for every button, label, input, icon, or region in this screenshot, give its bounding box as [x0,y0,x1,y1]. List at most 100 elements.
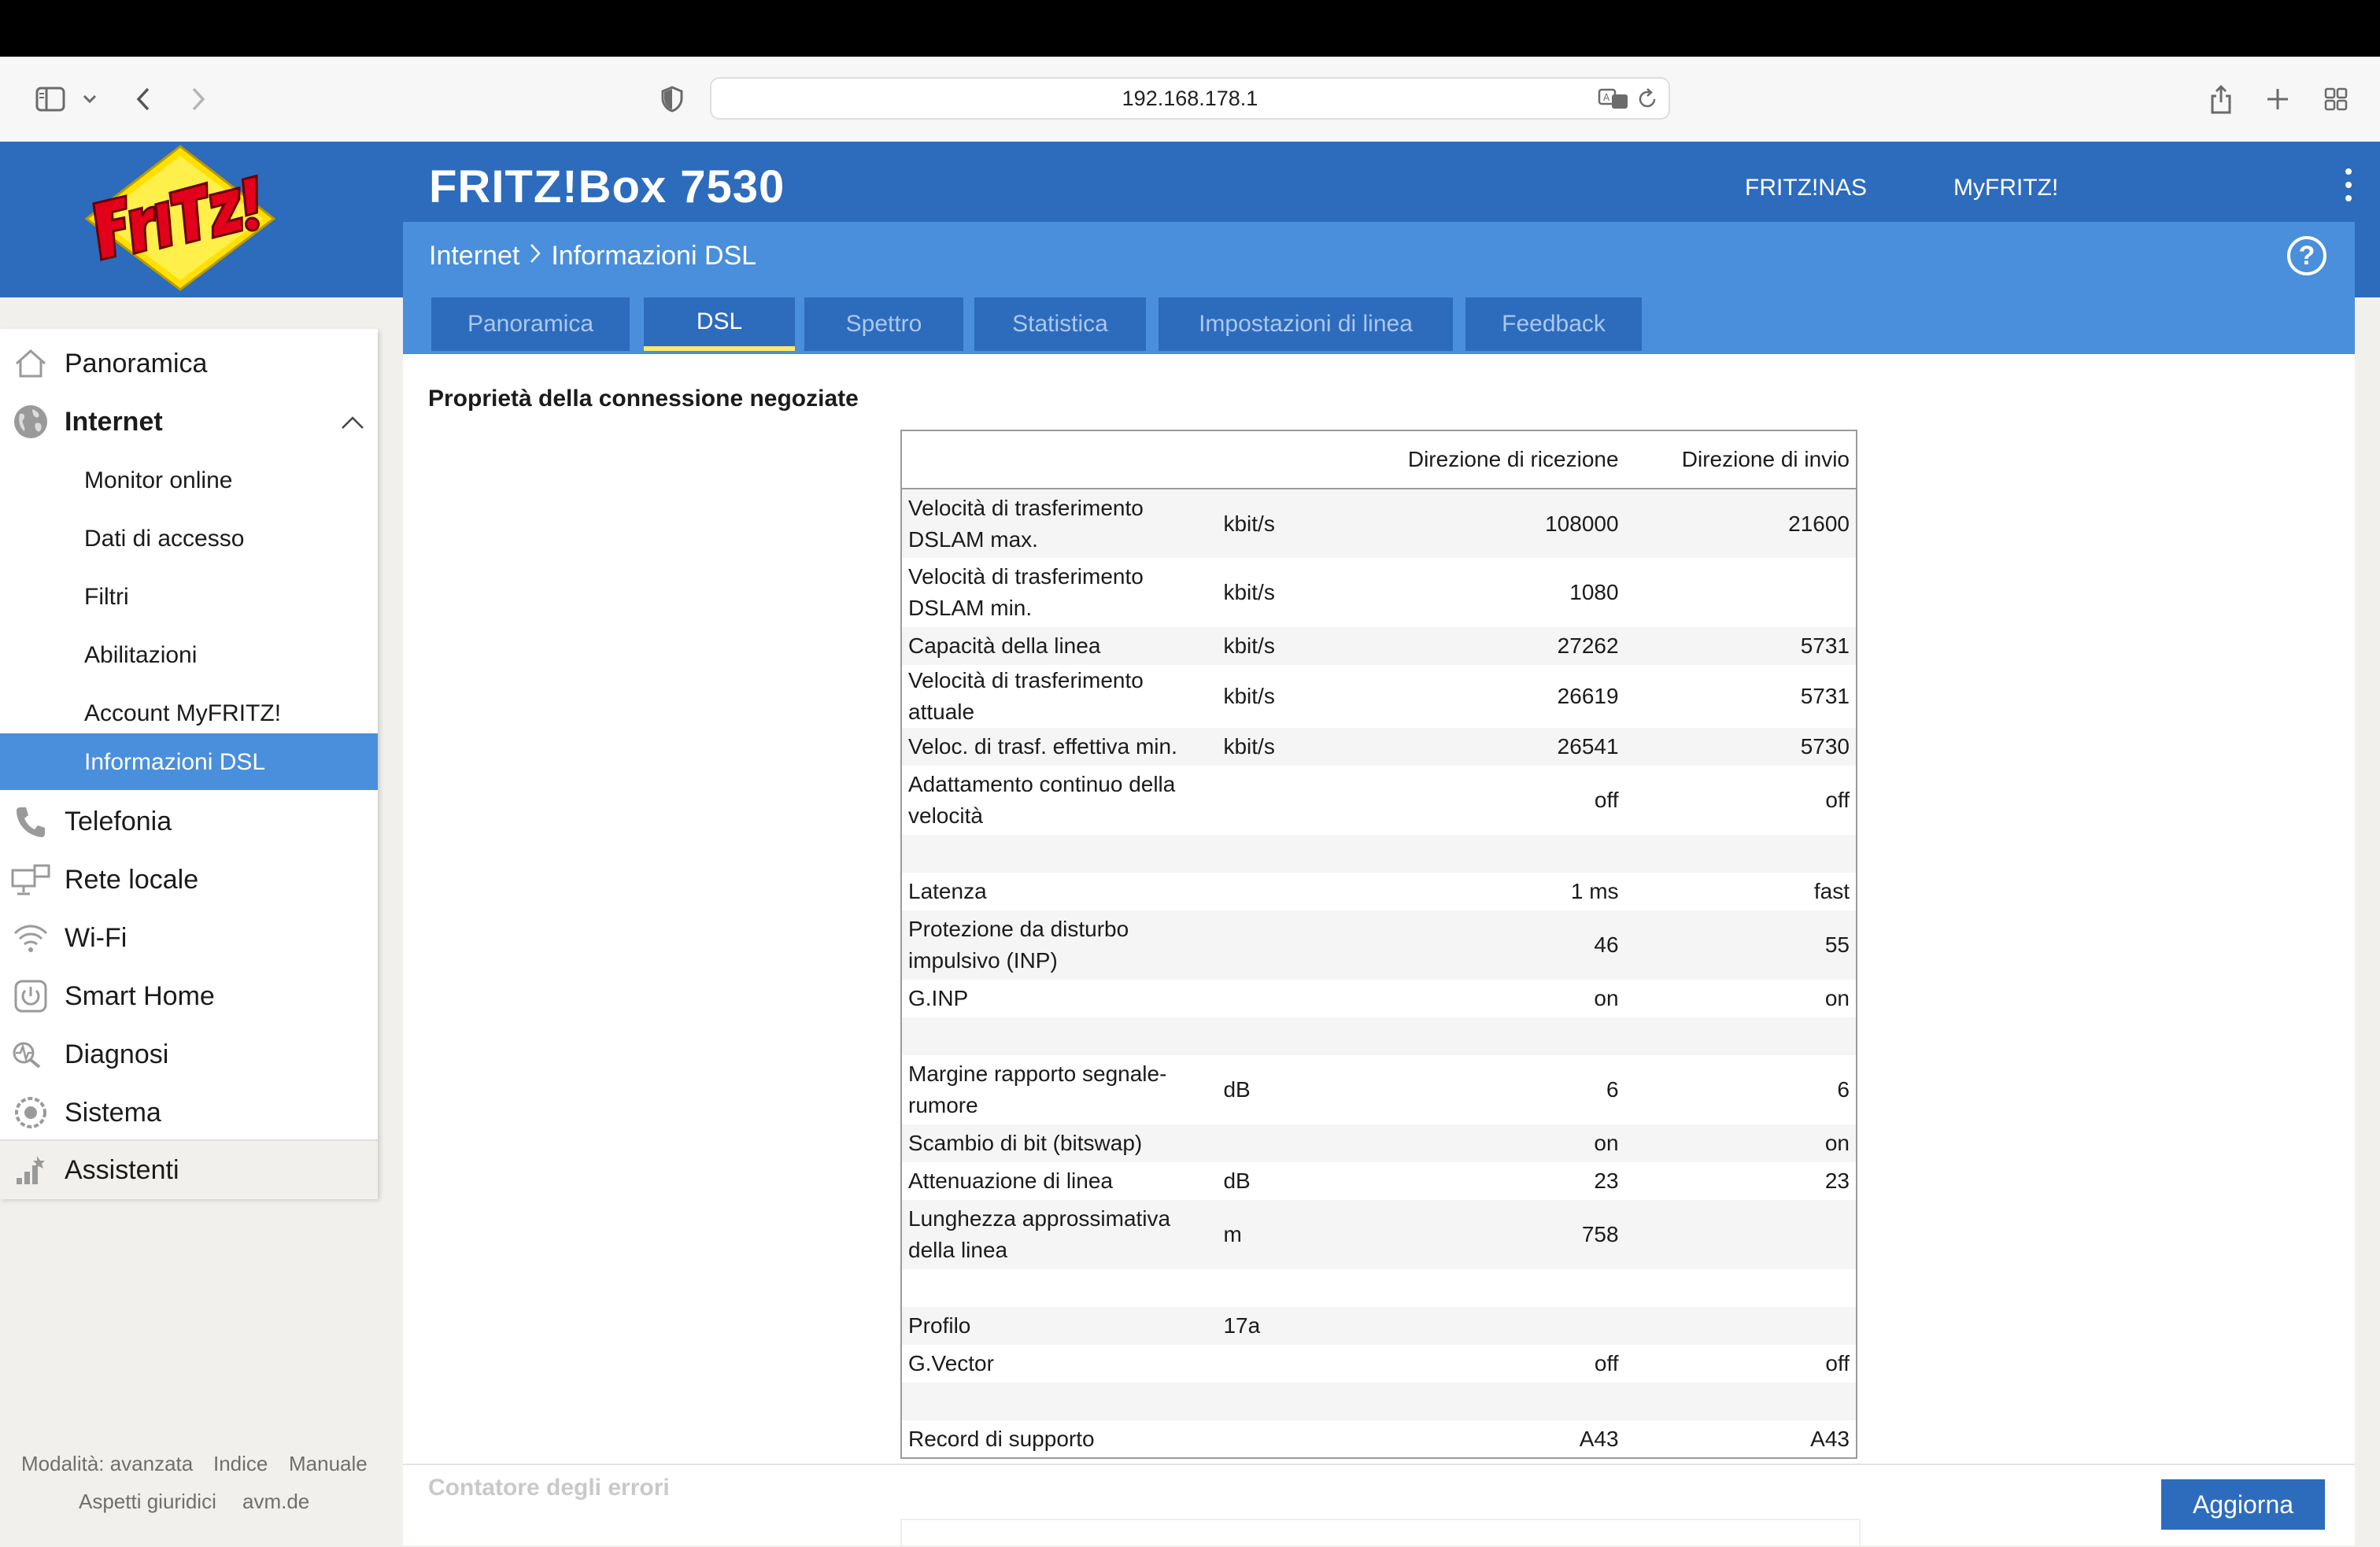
tab-panoramica[interactable]: Panoramica [431,297,630,351]
footer-mode-link[interactable]: Modalità: avanzata [21,1452,194,1475]
row-label: Attenuazione di linea [908,1169,1113,1193]
table-row: Capacità della linea kbit/s 27262 5731 [901,627,1857,665]
new-tab-icon[interactable] [2260,57,2295,142]
chevron-up-icon[interactable] [340,407,365,438]
forward-icon[interactable] [181,57,216,142]
breadcrumb: Internet Informazioni DSL [429,241,756,271]
sidebar-subitem-label: Account MyFRITZ! [84,700,282,726]
sidebar-item-smart-home[interactable]: Smart Home [0,968,378,1025]
header-label-cell [901,430,1218,489]
header-unit-cell [1217,430,1321,489]
row-label: Velocità di trasferimento attuale [908,668,1144,724]
share-icon[interactable] [2204,57,2238,142]
row-label: G.Vector [908,1351,994,1375]
footer-avm-link[interactable]: avm.de [242,1490,310,1513]
help-icon[interactable]: ? [2287,236,2326,275]
row-unit: dB [1223,1169,1251,1193]
row-unit [1217,873,1321,910]
sidebar-item-assistenti[interactable]: Assistenti [0,1139,378,1199]
table-row: Adattamento continuo della velocità off of… [901,766,1857,835]
errors-table-partial [900,1519,1861,1547]
sidebar-item-telefonia[interactable]: Telefonia [0,793,378,850]
table-row: Record di supporto A43 A43 [901,1420,1857,1458]
tab-dsl[interactable]: DSL [644,297,795,351]
sidebar-subitem-label: Informazioni DSL [84,749,266,775]
header-link-myfritz[interactable]: MyFRITZ! [1953,175,2059,201]
sidebar-item-label: Wi-Fi [65,922,128,953]
table-row: Margine rapporto segnale-rumore dB 6 6 [901,1055,1857,1124]
row-label: Capacità della linea [908,633,1101,658]
row-label: G.INP [908,986,969,1010]
tab-feedback[interactable]: Feedback [1465,297,1642,351]
sidebar-subitem-filtri[interactable]: Filtri [0,568,378,625]
row-label: Veloc. di trasf. effettiva min. [908,734,1177,759]
sidebar-subitem-monitor-online[interactable]: Monitor online [0,452,378,508]
sidebar-item-rete-locale[interactable]: Rete locale [0,851,378,908]
sidebar-subitem-dati-di-accesso[interactable]: Dati di accesso [0,510,378,567]
row-down: off [1594,1351,1619,1375]
row-down: 1080 [1569,580,1619,604]
row-up: A43 [1810,1426,1850,1451]
refresh-button[interactable]: Aggiorna [2161,1479,2325,1530]
sidebar-item-diagnosi[interactable]: Diagnosi [0,1026,378,1083]
row-down: 758 [1581,1222,1619,1246]
chevron-right-icon [529,241,541,271]
table-row: Attenuazione di linea dB 23 23 [901,1162,1857,1200]
table-row: Protezione da disturbo impulsivo (INP) 46… [901,910,1857,980]
sidebar-subitem-label: Monitor online [84,467,233,493]
tab-overview-icon[interactable] [2319,57,2353,142]
address-bar[interactable]: 192.168.178.1 A [710,77,1670,120]
sidebar-item-wifi[interactable]: Wi-Fi [0,910,378,966]
tab-statistica[interactable]: Statistica [974,297,1146,351]
row-up [1625,1200,1857,1269]
reload-icon[interactable] [1637,88,1658,116]
sidebar-item-sistema[interactable]: Sistema [0,1084,378,1141]
sidebar-subitem-label: Filtri [84,584,129,610]
table-spacer-row [901,1269,1857,1307]
tab-label: Panoramica [467,311,594,337]
table-row: G.INP on on [901,980,1857,1017]
sidebar-item-label: Internet [65,406,163,437]
footer-legal-link[interactable]: Aspetti giuridici [79,1490,216,1513]
table-spacer-row [901,1383,1857,1420]
sidebar-item-label: Rete locale [65,864,199,895]
row-label: Velocità di trasferimento DSLAM max. [908,495,1144,552]
breadcrumb-current: Informazioni DSL [551,241,757,271]
row-label: Scambio di bit (bitswap) [908,1131,1143,1155]
sidebar-item-panoramica[interactable]: Panoramica [0,335,378,392]
footer-index-link[interactable]: Indice [213,1452,268,1475]
row-up: off [1825,1351,1850,1375]
sidebar-toggle-icon[interactable] [28,57,72,142]
dsl-properties-table: Direzione di ricezione Direzione di invi… [900,430,1857,1459]
row-up [1625,1307,1857,1345]
chevron-down-icon[interactable] [77,57,102,142]
row-unit [1217,910,1321,980]
row-up: 5731 [1800,684,1850,708]
table-row: Profilo 17a [901,1307,1857,1345]
table-spacer-row [901,1017,1857,1055]
tab-spettro[interactable]: Spettro [804,297,963,351]
more-menu-icon[interactable] [2342,168,2355,208]
header-down: Direzione di ricezione [1321,430,1625,489]
breadcrumb-internet[interactable]: Internet [429,241,520,271]
row-unit: kbit/s [1223,734,1275,759]
row-label: Adattamento continuo della velocità [908,772,1176,828]
row-up: 6 [1837,1077,1850,1102]
tab-impostazioni-di-linea[interactable]: Impostazioni di linea [1159,297,1453,351]
sidebar-subitem-informazioni-dsl[interactable]: Informazioni DSL [0,733,378,790]
sidebar-subitem-abilitazioni[interactable]: Abilitazioni [0,626,378,683]
sidebar-subitem-account-myfritz[interactable]: Account MyFRITZ! [0,685,378,741]
header-link-fritznas[interactable]: FRITZ!NAS [1745,175,1867,201]
sidebar-item-internet[interactable]: Internet [0,393,378,450]
row-up: 23 [1824,1169,1850,1193]
section-divider [403,1464,2355,1465]
back-icon[interactable] [126,57,161,142]
fritz-logo[interactable] [82,143,279,293]
privacy-shield-icon[interactable] [655,57,689,142]
row-down: 6 [1606,1077,1619,1102]
translate-icon[interactable]: A [1598,87,1629,117]
row-unit [1217,1124,1321,1162]
sidebar: Panoramica Internet Monitor online Dati … [0,329,378,1199]
sidebar-item-label: Sistema [65,1097,161,1128]
footer-manual-link[interactable]: Manuale [289,1452,368,1475]
